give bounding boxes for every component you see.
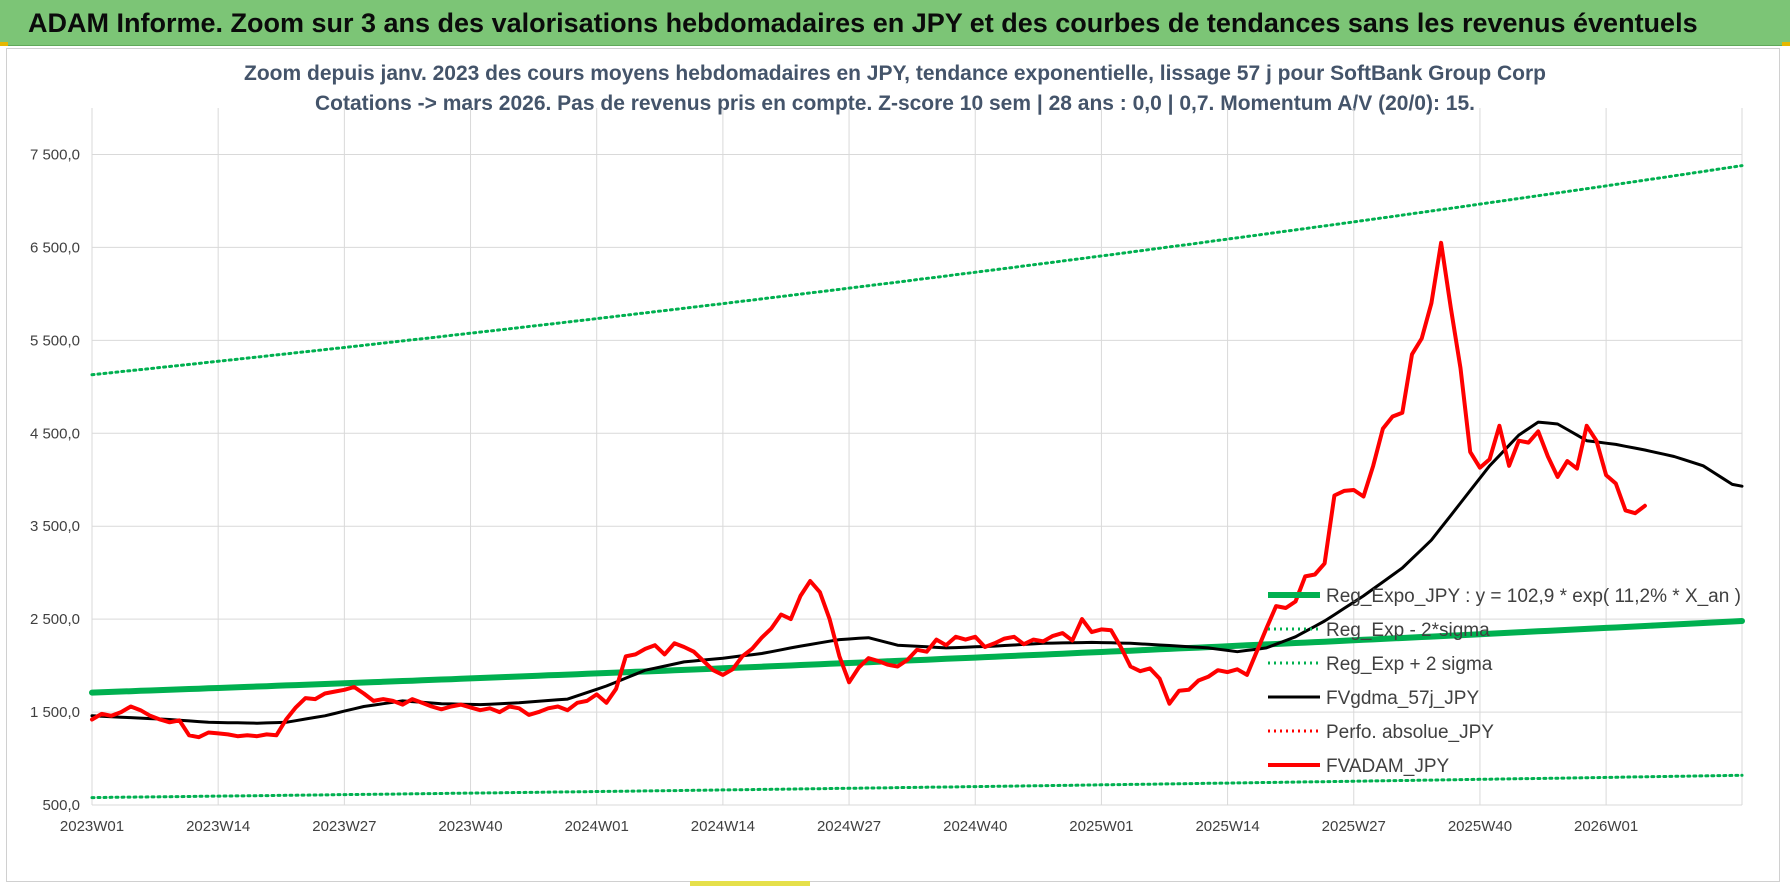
series-line-5: [90, 240, 1647, 740]
x-tick-label: 2025W27: [1322, 818, 1386, 835]
series-line-3: [90, 420, 1744, 725]
x-tick-label: 2023W40: [438, 818, 502, 835]
x-tick-label: 2023W01: [60, 818, 124, 835]
legend-label: FVgdma_57j_JPY: [1326, 688, 1479, 709]
y-tick-label: 3 500,0: [30, 518, 80, 535]
series-line-0: [89, 618, 1745, 696]
y-tick-label: 4 500,0: [30, 425, 80, 442]
banner-accent-left: [0, 42, 8, 46]
y-tick-label: 2 500,0: [30, 611, 80, 628]
series-line-2: [90, 164, 1744, 377]
x-tick-label: 2024W01: [565, 818, 629, 835]
x-tick-label: 2025W40: [1448, 818, 1512, 835]
x-tick-label: 2025W01: [1069, 818, 1133, 835]
bottom-accent: [690, 881, 810, 886]
y-tick-label: 500,0: [42, 797, 80, 814]
legend-label: Reg_Expo_JPY : y = 102,9 * exp( 11,2% * …: [1326, 586, 1741, 607]
y-tick-label: 5 500,0: [30, 332, 80, 349]
y-tick-label: 6 500,0: [30, 239, 80, 256]
report-title: ADAM Informe. Zoom sur 3 ans des valoris…: [28, 8, 1698, 38]
series-line-1: [90, 773, 1744, 800]
chart-subtitle: Cotations -> mars 2026. Pas de revenus p…: [314, 92, 1475, 115]
x-tick-label: 2026W01: [1574, 818, 1638, 835]
legend-label: FVADAM_JPY: [1326, 756, 1450, 777]
y-tick-label: 1 500,0: [30, 704, 80, 721]
x-tick-label: 2025W14: [1195, 818, 1259, 835]
x-tick-label: 2024W14: [691, 818, 755, 835]
x-tick-label: 2024W40: [943, 818, 1007, 835]
legend-label: Perfo. absolue_JPY: [1326, 722, 1494, 743]
report-banner: ADAM Informe. Zoom sur 3 ans des valoris…: [0, 0, 1790, 46]
legend-label: Reg_Exp + 2 sigma: [1326, 654, 1493, 675]
x-tick-label: 2024W27: [817, 818, 881, 835]
chart-frame: [6, 48, 1780, 882]
legend-label: Reg_Exp - 2*sigma: [1326, 620, 1490, 641]
chart-title: Zoom depuis janv. 2023 des cours moyens …: [244, 62, 1546, 85]
banner-accent-right: [1782, 42, 1790, 46]
y-tick-label: 7 500,0: [30, 146, 80, 163]
x-tick-label: 2023W14: [186, 818, 250, 835]
x-tick-label: 2023W27: [312, 818, 376, 835]
